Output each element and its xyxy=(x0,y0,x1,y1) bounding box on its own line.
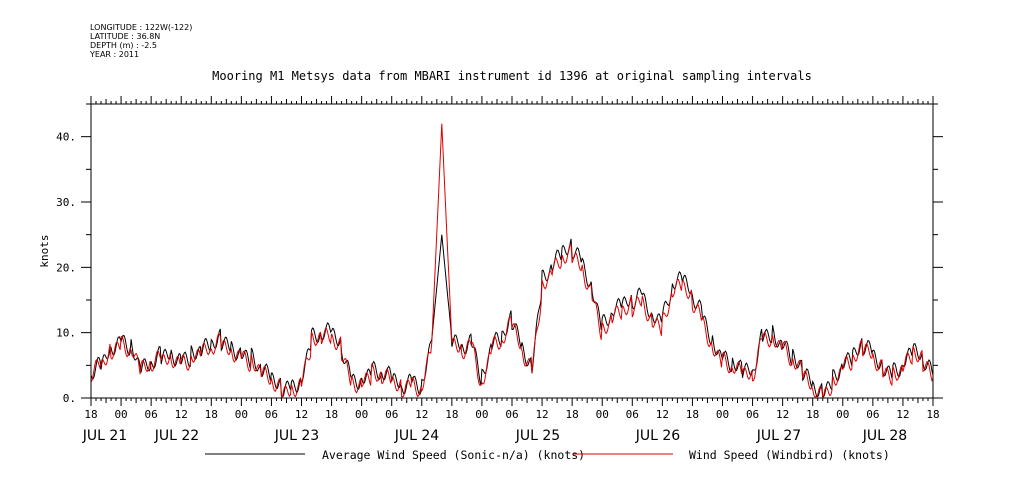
axis-labels: 0. 10. 20. 30. 40. 18 00 06 12 18 00 06 12 18 00 06 12 18… xyxy=(56,131,940,444)
date-label: JUL 27 xyxy=(756,428,801,444)
depth-label: DEPTH (m) : -2.5 xyxy=(90,41,157,50)
x-tick-label: 00 xyxy=(114,408,127,421)
x-tick-label: 18 xyxy=(325,408,338,421)
x-tick-label: 06 xyxy=(866,408,879,421)
axis-ticks xyxy=(81,96,943,406)
x-tick-label: 18 xyxy=(926,408,939,421)
x-tick-label: 18 xyxy=(686,408,699,421)
date-label: JUL 25 xyxy=(515,428,560,444)
y-tick-label: 40. xyxy=(56,131,76,144)
latitude-label: LATITUDE : 36.8N xyxy=(90,32,160,41)
plot-frame xyxy=(90,103,934,399)
longitude-label: LONGITUDE : 122W(-122) xyxy=(90,23,192,32)
x-tick-label: 06 xyxy=(265,408,278,421)
x-tick-label: 12 xyxy=(415,408,428,421)
date-label: JUL 23 xyxy=(274,428,319,444)
x-tick-label: 06 xyxy=(145,408,158,421)
date-label: JUL 26 xyxy=(635,428,681,444)
legend-label-windbird: Wind Speed (Windbird) (knots) xyxy=(689,448,890,462)
x-tick-label: 18 xyxy=(806,408,819,421)
y-tick-label: 0. xyxy=(63,392,76,405)
x-tick-label: 12 xyxy=(175,408,188,421)
x-tick-label: 06 xyxy=(505,408,518,421)
y-axis-label: knots xyxy=(38,234,51,267)
x-tick-label: 00 xyxy=(596,408,609,421)
series-line-0 xyxy=(90,234,934,398)
x-tick-label: 00 xyxy=(716,408,729,421)
date-label: JUL 21 xyxy=(82,428,127,444)
x-tick-label: 12 xyxy=(535,408,548,421)
y-tick-label: 20. xyxy=(56,261,76,274)
x-tick-label: 18 xyxy=(566,408,579,421)
x-tick-label: 18 xyxy=(445,408,458,421)
legend: Average Wind Speed (Sonic-n/a) (knots) W… xyxy=(205,448,890,462)
x-tick-label: 06 xyxy=(385,408,398,421)
x-tick-label: 12 xyxy=(896,408,909,421)
year-label: YEAR : 2011 xyxy=(89,50,139,59)
date-label: JUL 24 xyxy=(394,428,440,444)
series-line-1 xyxy=(90,123,934,399)
x-tick-label: 00 xyxy=(355,408,368,421)
x-tick-label: 00 xyxy=(836,408,849,421)
date-label: JUL 22 xyxy=(154,428,199,444)
legend-label-average: Average Wind Speed (Sonic-n/a) (knots) xyxy=(322,448,585,462)
y-tick-label: 30. xyxy=(56,196,76,209)
series-layer xyxy=(90,123,934,399)
x-tick-label: 06 xyxy=(626,408,639,421)
chart-title: Mooring M1 Metsys data from MBARI instru… xyxy=(212,69,812,83)
x-tick-label: 18 xyxy=(205,408,218,421)
location-info: LONGITUDE : 122W(-122) LATITUDE : 36.8N … xyxy=(89,23,192,59)
date-label: JUL 28 xyxy=(862,428,907,444)
x-tick-label: 12 xyxy=(776,408,789,421)
x-tick-label: 18 xyxy=(84,408,97,421)
y-tick-label: 10. xyxy=(56,327,76,340)
x-tick-label: 06 xyxy=(746,408,759,421)
x-tick-label: 12 xyxy=(295,408,308,421)
x-tick-label: 12 xyxy=(656,408,669,421)
x-tick-label: 00 xyxy=(475,408,488,421)
x-tick-label: 00 xyxy=(235,408,248,421)
